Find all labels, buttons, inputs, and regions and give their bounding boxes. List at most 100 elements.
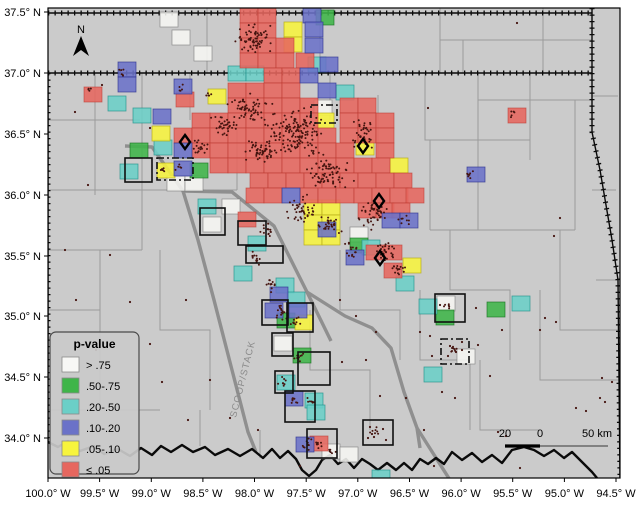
- earthquake-dot: [327, 163, 330, 166]
- earthquake-dot: [344, 186, 347, 189]
- county-line: [559, 230, 618, 331]
- earthquake-dot: [210, 116, 213, 119]
- earthquake-dot: [394, 271, 397, 274]
- earthquake-dot: [280, 307, 282, 310]
- earthquake-dot: [346, 252, 348, 255]
- pvalue-cell: [263, 127, 283, 144]
- earthquake-dot: [122, 74, 124, 77]
- pvalue-cell: [257, 8, 277, 24]
- earthquake-dot: [260, 111, 263, 114]
- earthquake-dot: [351, 253, 354, 256]
- earthquake-dot: [269, 149, 271, 152]
- earthquake-dot: [294, 118, 297, 121]
- lon-label: 97.5° W: [287, 488, 327, 500]
- earthquake-dot: [292, 110, 295, 113]
- earthquake-dot: [371, 203, 374, 206]
- earthquake-dot: [251, 146, 254, 149]
- earthquake-dot: [231, 101, 234, 103]
- earthquake-dot: [63, 248, 67, 252]
- earthquake-dot: [282, 139, 285, 142]
- earthquake-dot: [276, 309, 279, 312]
- earthquake-dot: [292, 321, 295, 324]
- earthquake-dot: [292, 132, 295, 135]
- earthquake-dot: [315, 146, 317, 149]
- pvalue-cell: [151, 125, 171, 142]
- earthquake-dot: [357, 119, 360, 122]
- pvalue-cell: [299, 112, 319, 129]
- earthquake-dot: [290, 401, 293, 404]
- earthquake-dot: [301, 141, 304, 144]
- legend-swatch: [61, 377, 80, 394]
- earthquake-dot: [352, 179, 355, 182]
- earthquake-dot: [320, 445, 323, 448]
- earthquake-dot: [259, 149, 262, 151]
- map-layers: [48, 8, 620, 478]
- earthquake-dot: [249, 117, 252, 120]
- pvalue-cell: [315, 112, 335, 129]
- earthquake-dot: [260, 33, 263, 36]
- earthquake-dot: [282, 121, 285, 123]
- earthquake-dot: [371, 207, 374, 210]
- earthquake-dot: [448, 307, 451, 310]
- earthquake-dot: [253, 254, 256, 257]
- earthquake-dot: [379, 244, 382, 247]
- earthquake-dot: [252, 108, 254, 111]
- pvalue-cell: [304, 21, 324, 38]
- earthquake-dot: [300, 217, 303, 220]
- earthquake-dot: [387, 247, 390, 250]
- earthquake-dot: [240, 107, 243, 110]
- earthquake-dot: [304, 131, 307, 134]
- earthquake-dot: [396, 265, 399, 267]
- pvalue-cell: [306, 404, 326, 421]
- earthquake-dot: [306, 206, 309, 209]
- earthquake-dot: [338, 298, 342, 302]
- earthquake-dot: [258, 43, 261, 46]
- earthquake-dot: [247, 49, 250, 52]
- earthquake-dot: [306, 215, 309, 218]
- pvalue-cell: [221, 198, 241, 215]
- earthquake-dot: [294, 135, 297, 138]
- legend-entry-label: .20-.50: [86, 402, 120, 414]
- earthquake-dot: [474, 306, 478, 310]
- county-line: [159, 250, 211, 410]
- earthquake-dot: [226, 103, 229, 106]
- earthquake-dot: [273, 112, 276, 115]
- earthquake-dot: [325, 167, 328, 170]
- earthquake-dot: [256, 152, 259, 155]
- earthquake-dot: [438, 303, 442, 307]
- earthquake-dot: [269, 231, 272, 233]
- earthquake-dot: [269, 228, 272, 231]
- earthquake-dot: [277, 382, 280, 385]
- earthquake-dot: [510, 110, 513, 113]
- earthquake-dot: [223, 132, 226, 135]
- earthquake-dot: [304, 133, 307, 136]
- earthquake-dot: [238, 28, 241, 31]
- earthquake-dot: [362, 205, 365, 208]
- earthquake-dot: [268, 145, 271, 148]
- earthquake-dot: [552, 234, 556, 238]
- earthquake-dot: [297, 205, 300, 208]
- earthquake-dot: [293, 217, 296, 220]
- earthquake-dot: [426, 106, 430, 110]
- earthquake-dot: [264, 30, 267, 33]
- earthquake-dot: [302, 205, 305, 208]
- earthquake-dot: [349, 246, 352, 249]
- earthquake-dot: [219, 116, 222, 119]
- earthquake-dot: [288, 131, 291, 134]
- lon-label: 97.0° W: [338, 488, 378, 500]
- earthquake-dot: [295, 204, 298, 207]
- m5-diamonds: [178, 132, 387, 268]
- earthquake-dot: [447, 304, 450, 307]
- earthquake-dot: [430, 354, 434, 358]
- earthquake-dot: [311, 207, 314, 210]
- earthquake-dot: [293, 120, 296, 123]
- earthquake-dot: [293, 146, 296, 148]
- earthquake-dot: [86, 183, 90, 187]
- earthquake-dot: [194, 151, 197, 154]
- legend-swatch: [61, 398, 80, 415]
- earthquake-dot: [379, 210, 381, 213]
- earthquake-dot: [311, 213, 314, 216]
- earthquake-dot: [258, 40, 261, 43]
- earthquake-dot: [275, 135, 278, 137]
- earthquake-dot: [319, 180, 322, 183]
